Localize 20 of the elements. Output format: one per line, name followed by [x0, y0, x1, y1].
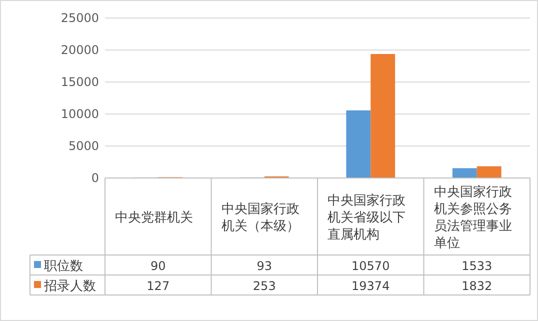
- x-tick-label: 中央国家行政机关（本级）: [221, 201, 300, 234]
- x-tick-label: 中央国家行政机关省级以下直属机构: [328, 192, 406, 242]
- data-label: 253: [252, 279, 276, 293]
- data-label: 10570: [352, 259, 390, 273]
- y-tick-label: 20000: [60, 43, 99, 57]
- data-label: 1533: [462, 259, 492, 273]
- data-label: 127: [146, 279, 170, 293]
- data-label: 19374: [352, 279, 390, 293]
- y-tick-label: 25000: [60, 11, 99, 25]
- data-label: 90: [150, 259, 166, 273]
- x-tick-label: 中央党群机关: [115, 210, 193, 226]
- legend-label: 招录人数: [43, 279, 96, 294]
- y-tick-label: 10000: [60, 107, 99, 121]
- y-tick-label: 15000: [60, 75, 99, 89]
- y-tick-label: 5000: [68, 139, 99, 153]
- legend-label: 职位数: [44, 259, 83, 274]
- x-tick-label: 中央国家行政机关参照公务员法管理事业单位: [434, 184, 512, 251]
- y-tick-label: 0: [91, 171, 99, 185]
- data-label: 1832: [462, 279, 492, 293]
- data-label: 93: [256, 259, 272, 273]
